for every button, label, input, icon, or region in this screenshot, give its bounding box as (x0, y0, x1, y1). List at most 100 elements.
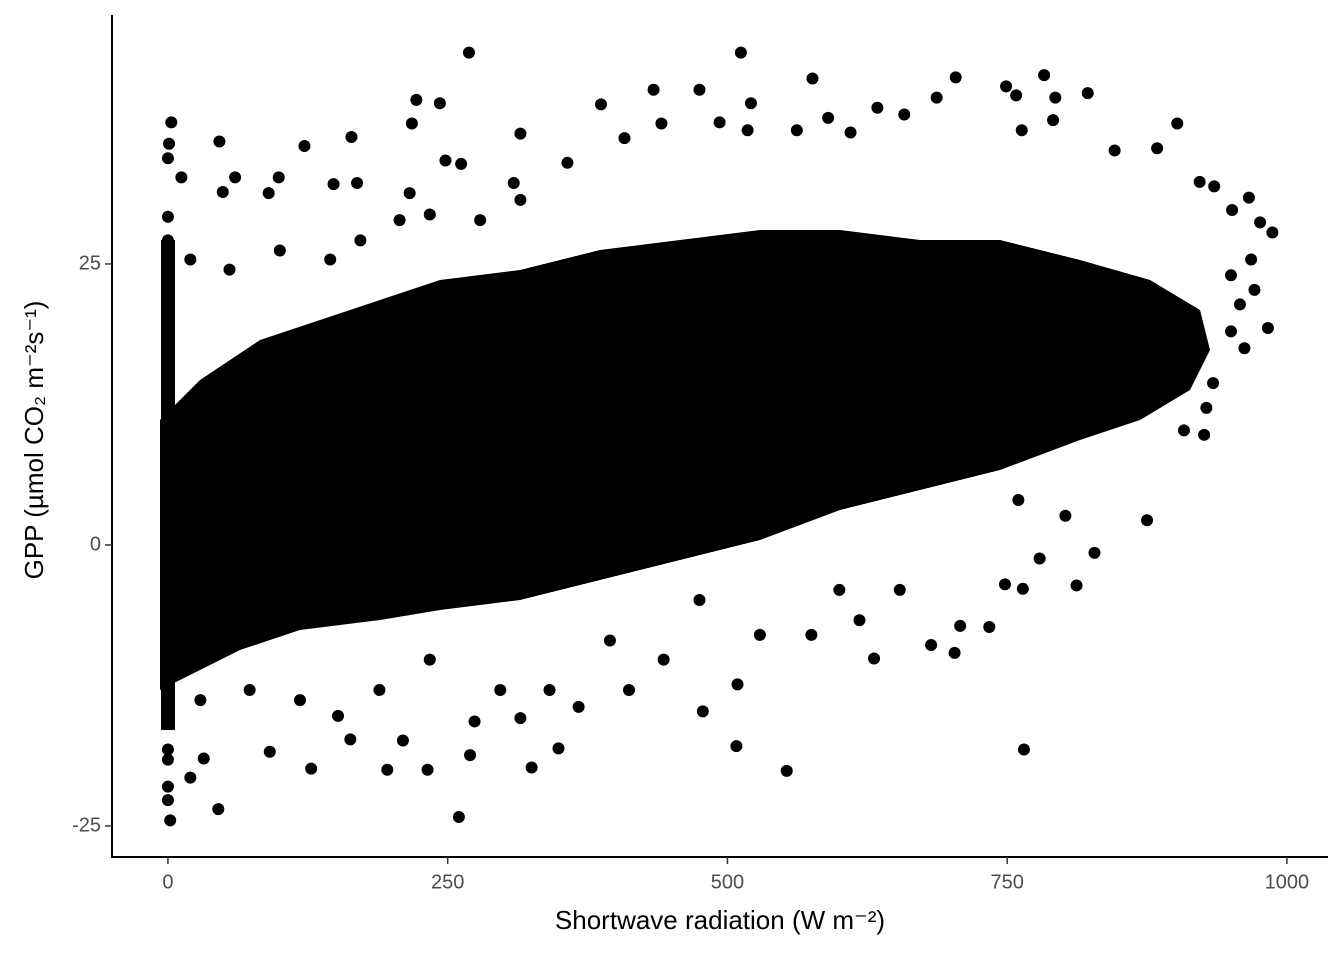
point (161, 253, 174, 266)
point (665, 482, 678, 495)
point (561, 156, 574, 169)
point (324, 253, 337, 266)
point (1017, 743, 1030, 756)
point (403, 187, 416, 200)
point (344, 733, 357, 746)
point (657, 653, 670, 666)
point (805, 628, 818, 641)
point (1224, 325, 1237, 338)
point (1198, 428, 1211, 441)
point (514, 193, 527, 206)
point (452, 810, 465, 823)
point (777, 399, 790, 412)
point (514, 127, 527, 140)
point (439, 154, 452, 167)
point (441, 516, 454, 529)
point (462, 46, 475, 59)
point (871, 101, 884, 114)
point (898, 108, 911, 121)
point (822, 111, 835, 124)
point (1001, 361, 1014, 374)
point (1088, 546, 1101, 559)
point (1001, 302, 1014, 315)
point (474, 214, 487, 227)
point (954, 619, 967, 632)
point (410, 93, 423, 106)
point (833, 583, 846, 596)
point (423, 653, 436, 666)
point (1081, 87, 1094, 100)
point (197, 752, 210, 765)
point (381, 763, 394, 776)
point (468, 715, 481, 728)
points (161, 46, 1279, 827)
point (229, 171, 242, 184)
point (213, 135, 226, 148)
point (741, 124, 754, 137)
point (1047, 114, 1060, 127)
point (618, 132, 631, 145)
point (553, 437, 566, 450)
point (507, 177, 520, 190)
point (753, 628, 766, 641)
point (731, 678, 744, 691)
point (455, 157, 468, 170)
dense-region (160, 230, 1210, 690)
point (217, 550, 230, 563)
point (889, 381, 902, 394)
point (525, 761, 538, 774)
point (868, 652, 881, 665)
point (161, 314, 174, 327)
point (161, 234, 174, 247)
point (433, 97, 446, 110)
point (161, 780, 174, 793)
point (161, 152, 174, 165)
point (1266, 226, 1279, 239)
x-tick-label: 500 (711, 871, 744, 893)
point (893, 583, 906, 596)
point (1193, 175, 1206, 188)
point (949, 71, 962, 84)
point (194, 694, 207, 707)
point (329, 476, 342, 489)
point (161, 694, 174, 707)
point (983, 621, 996, 634)
point (777, 471, 790, 484)
point (345, 130, 358, 143)
point (329, 415, 342, 428)
point (889, 449, 902, 462)
point (441, 456, 454, 469)
x-tick-label: 0 (162, 871, 173, 893)
point (543, 683, 556, 696)
point (217, 495, 230, 508)
point (305, 762, 318, 775)
point (744, 97, 757, 110)
point (373, 683, 386, 696)
point (1113, 342, 1126, 355)
point (293, 694, 306, 707)
point (665, 359, 678, 372)
point (693, 594, 706, 607)
point-cloud-density (160, 230, 1210, 730)
point (1200, 401, 1213, 414)
point (262, 187, 275, 200)
point (161, 794, 174, 807)
y-tick-label: 0 (90, 533, 101, 555)
point (806, 72, 819, 85)
point (165, 116, 178, 129)
point (665, 418, 678, 431)
point (514, 712, 527, 725)
point (1108, 144, 1121, 157)
point (351, 177, 364, 190)
point (1001, 426, 1014, 439)
dense-column (161, 240, 175, 730)
point (298, 139, 311, 152)
point (421, 763, 434, 776)
point (393, 214, 406, 227)
point (423, 208, 436, 221)
point (184, 771, 197, 784)
point (552, 742, 565, 755)
point (354, 234, 367, 247)
